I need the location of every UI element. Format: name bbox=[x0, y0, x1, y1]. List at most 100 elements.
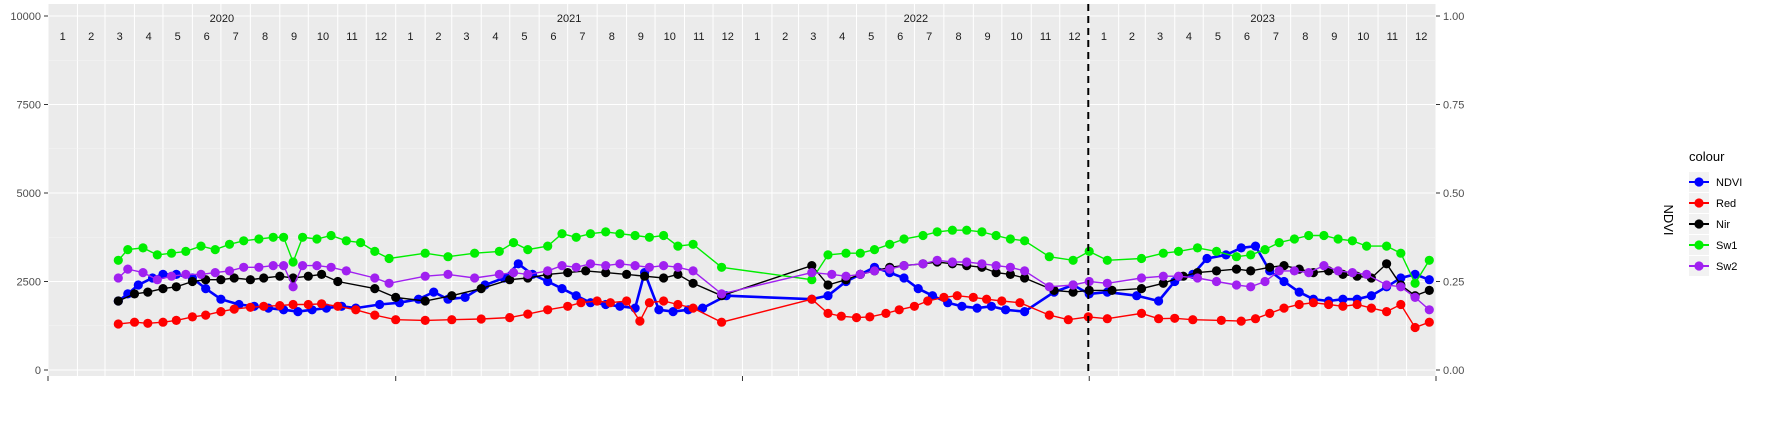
data-point bbox=[601, 261, 611, 271]
data-point bbox=[312, 261, 322, 271]
data-point bbox=[947, 257, 958, 267]
y-tick-label-left: 10000 bbox=[10, 11, 41, 23]
data-point bbox=[841, 271, 851, 281]
data-point bbox=[143, 318, 153, 328]
series-line bbox=[117, 259, 1430, 311]
data-point bbox=[494, 269, 504, 279]
data-point bbox=[129, 289, 140, 299]
data-point bbox=[1202, 253, 1212, 264]
data-point bbox=[1154, 314, 1164, 324]
data-point bbox=[523, 269, 533, 279]
month-label: 1 bbox=[754, 31, 760, 43]
data-point bbox=[370, 246, 380, 256]
data-point bbox=[1362, 241, 1372, 251]
data-point bbox=[268, 232, 278, 242]
month-label: 7 bbox=[926, 31, 932, 43]
grid-lines bbox=[47, 4, 1437, 376]
data-point bbox=[1020, 307, 1030, 317]
data-point bbox=[1382, 259, 1392, 269]
legend-item-nir: Nir bbox=[1689, 214, 1730, 234]
month-label: 5 bbox=[175, 31, 181, 43]
x-axis-bottom bbox=[47, 376, 1437, 381]
month-label: 6 bbox=[897, 31, 903, 43]
data-point bbox=[977, 259, 987, 269]
month-label: 3 bbox=[810, 31, 816, 43]
data-point bbox=[171, 282, 181, 292]
data-point bbox=[1246, 266, 1256, 276]
legend-label: Sw1 bbox=[1716, 240, 1737, 252]
data-point bbox=[391, 315, 401, 325]
data-point bbox=[1424, 285, 1434, 295]
data-point bbox=[1260, 276, 1270, 287]
data-point bbox=[717, 262, 727, 272]
data-point bbox=[957, 301, 967, 311]
data-point bbox=[1020, 273, 1030, 283]
month-label: 2 bbox=[1129, 31, 1135, 43]
data-point bbox=[1015, 298, 1025, 308]
data-point bbox=[288, 282, 298, 292]
data-point bbox=[113, 273, 123, 283]
data-point bbox=[543, 266, 553, 276]
data-point bbox=[298, 232, 308, 242]
data-point bbox=[1246, 282, 1256, 292]
data-point bbox=[1274, 266, 1284, 276]
data-point bbox=[601, 268, 611, 278]
data-point bbox=[869, 266, 880, 276]
month-label: 9 bbox=[291, 31, 297, 43]
data-point bbox=[1001, 305, 1011, 315]
data-point bbox=[1279, 303, 1289, 313]
month-label: 7 bbox=[1273, 31, 1279, 43]
year-label: 2020 bbox=[210, 13, 234, 25]
month-label: 1 bbox=[60, 31, 66, 43]
data-point bbox=[138, 243, 148, 253]
data-point bbox=[470, 273, 480, 283]
data-point bbox=[1246, 250, 1256, 260]
y-tick-label-right: 1.00 bbox=[1443, 11, 1464, 23]
data-point bbox=[443, 252, 453, 262]
data-point bbox=[1260, 245, 1270, 255]
data-point bbox=[1211, 276, 1222, 287]
data-point bbox=[1068, 280, 1078, 290]
data-point bbox=[1289, 266, 1299, 276]
data-point bbox=[1102, 255, 1112, 265]
data-point bbox=[659, 230, 669, 241]
data-point bbox=[505, 275, 515, 285]
data-point bbox=[932, 255, 942, 265]
data-point bbox=[1347, 236, 1357, 246]
data-point bbox=[1154, 296, 1164, 306]
data-point bbox=[841, 248, 851, 258]
data-point bbox=[181, 246, 191, 256]
data-point bbox=[688, 239, 698, 249]
data-point bbox=[991, 261, 1001, 271]
data-point bbox=[171, 315, 181, 325]
data-point bbox=[972, 303, 982, 313]
data-point bbox=[644, 298, 655, 308]
data-point bbox=[1136, 308, 1147, 318]
data-point bbox=[673, 241, 683, 251]
data-point bbox=[333, 276, 343, 287]
data-point bbox=[224, 266, 235, 276]
data-point bbox=[585, 259, 596, 269]
data-point bbox=[571, 232, 581, 242]
data-point bbox=[1382, 241, 1392, 251]
month-label: 5 bbox=[868, 31, 874, 43]
data-point bbox=[615, 301, 625, 311]
year-label: 2021 bbox=[557, 13, 581, 25]
data-point bbox=[447, 315, 457, 325]
data-point bbox=[356, 238, 366, 248]
legend-label: NDVI bbox=[1716, 177, 1742, 189]
data-point bbox=[571, 262, 581, 272]
month-label: 8 bbox=[1302, 31, 1308, 43]
data-point bbox=[187, 276, 197, 287]
data-point bbox=[1188, 315, 1198, 325]
legend-item-ndvi: NDVI bbox=[1689, 172, 1742, 192]
data-point bbox=[836, 311, 846, 321]
data-point bbox=[317, 299, 327, 309]
series-sw1 bbox=[113, 225, 1434, 288]
data-point bbox=[673, 269, 683, 279]
data-point bbox=[513, 259, 523, 269]
data-point bbox=[688, 278, 698, 288]
data-point bbox=[288, 299, 298, 310]
data-point bbox=[851, 313, 862, 323]
